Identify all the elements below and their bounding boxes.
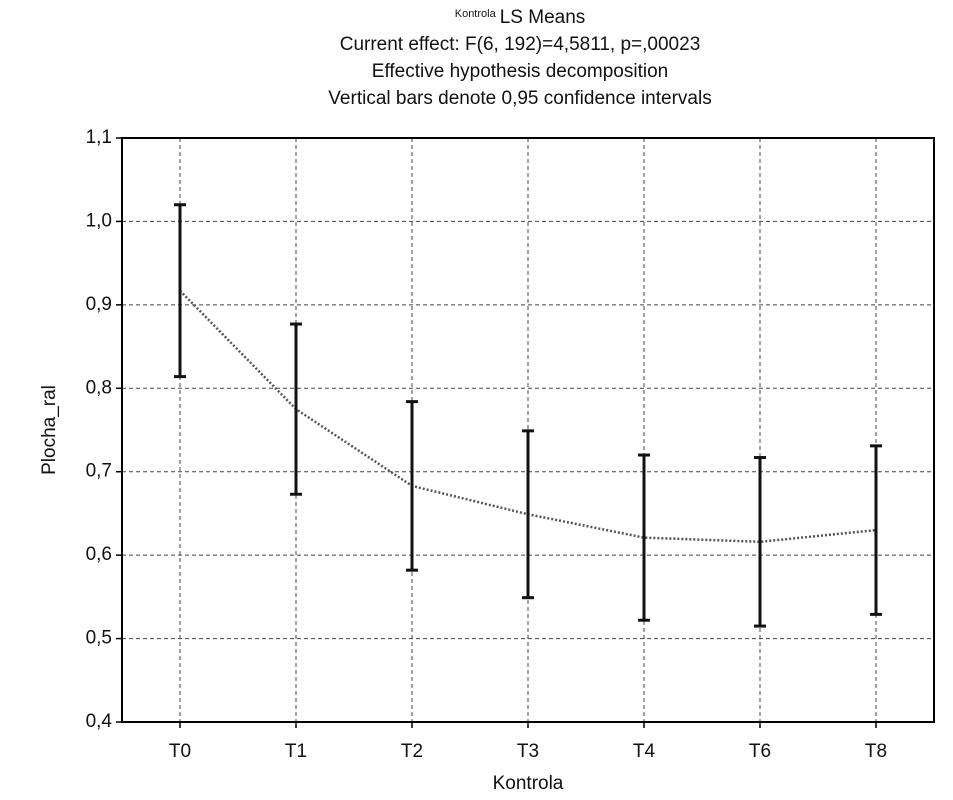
chart-title: Kontrola LS Means <box>455 7 586 28</box>
y-tick-label: 0,4 <box>86 711 113 732</box>
error-bar <box>522 429 534 600</box>
y-tick-label: 0,5 <box>86 628 112 649</box>
y-tick-label: 0,7 <box>86 461 112 482</box>
x-tick-label: T8 <box>865 741 887 762</box>
subtitle: Current effect: F(6, 192)=4,5811, p=,000… <box>340 34 701 55</box>
title-main: LS Means <box>500 7 586 28</box>
x-tick-label: T6 <box>749 741 771 762</box>
y-axis-label: Plocha_ral <box>39 385 60 475</box>
x-tick-label: T3 <box>517 741 539 762</box>
error-bar <box>638 453 650 622</box>
y-tick-label: 0,8 <box>86 377 112 398</box>
error-bar <box>174 203 186 379</box>
error-bar <box>290 322 302 496</box>
y-tick-label: 1,1 <box>86 127 112 148</box>
plot-frame <box>121 137 935 723</box>
subtitle: Effective hypothesis decomposition <box>372 61 668 82</box>
error-bar <box>406 400 418 572</box>
error-bar <box>754 456 766 628</box>
subtitle: Vertical bars denote 0,95 confidence int… <box>328 88 711 109</box>
x-tick-label: T2 <box>401 741 423 762</box>
y-tick-label: 1,0 <box>86 210 112 231</box>
x-tick-label: T1 <box>285 741 307 762</box>
x-tick-label: T4 <box>633 741 656 762</box>
x-tick-label: T0 <box>169 741 191 762</box>
x-axis-label: Kontrola <box>493 773 564 794</box>
y-tick-label: 0,6 <box>86 544 112 565</box>
y-tick-label: 0,9 <box>86 294 112 315</box>
title-prefix: Kontrola <box>455 8 497 20</box>
error-bar <box>870 444 882 616</box>
